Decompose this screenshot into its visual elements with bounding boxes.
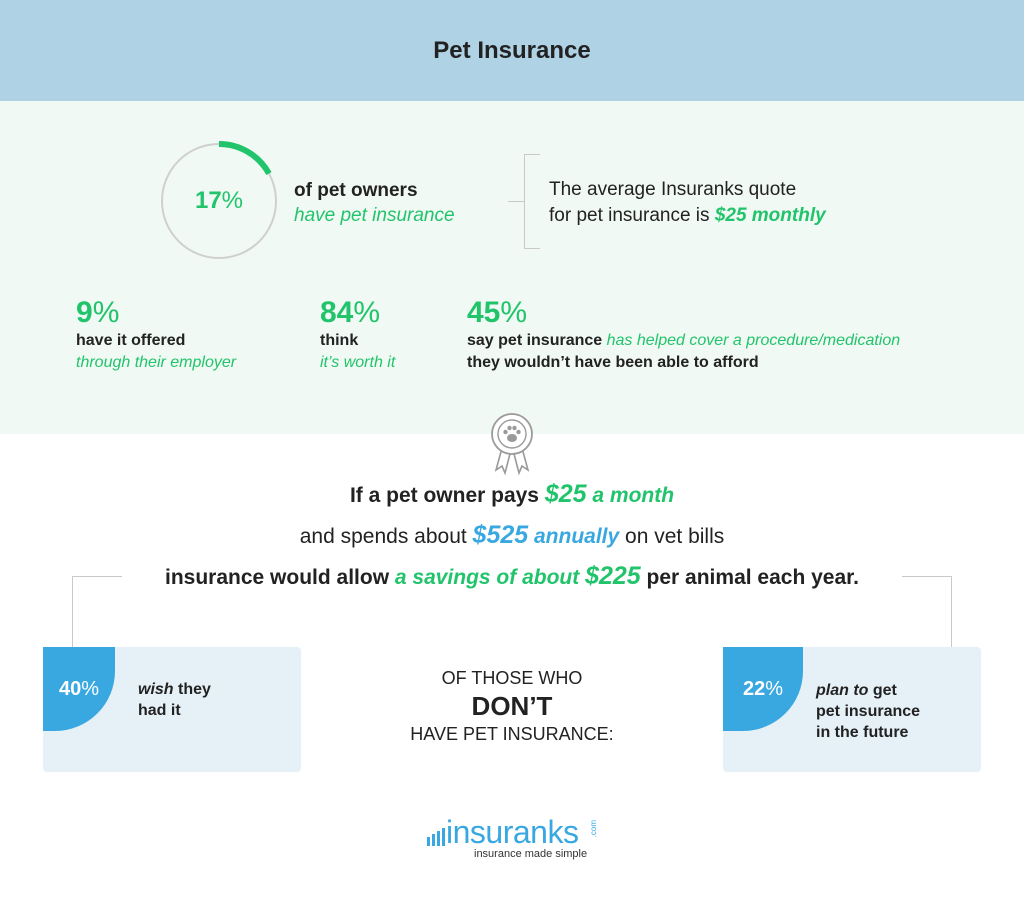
scenario-line1-amount: $25: [544, 480, 587, 508]
scenario-line3-amount: $225: [585, 562, 641, 590]
stat-employer: 9% have it offered through their employe…: [76, 296, 236, 374]
page-title: Pet Insurance: [433, 36, 591, 64]
stat-subtext: it’s worth it: [320, 354, 396, 371]
card-plan-line1: plan to get: [816, 680, 920, 701]
owners-line1: of pet owners: [294, 180, 418, 201]
card-plan-line2: pet insurance: [816, 703, 921, 720]
stat-text: say pet insurance has helped cover a pro…: [467, 330, 900, 352]
badge-percent: %: [765, 677, 784, 700]
right-connector-h: [902, 576, 952, 577]
bracket-top: [524, 154, 540, 155]
scenario-line3: insurance would allow a savings of about…: [0, 562, 1024, 591]
donut-percent: %: [221, 187, 244, 214]
donut-value: 17%: [159, 141, 279, 261]
logo-bars-icon: [427, 828, 445, 846]
stat-subtext: through their employer: [76, 354, 237, 371]
card-wish-line1: wish they: [138, 679, 211, 700]
stat-value: 9%: [76, 296, 236, 330]
right-connector-v: [951, 576, 952, 648]
stat-text: have it offered: [76, 332, 186, 349]
owners-text: of pet owners have pet insurance: [294, 178, 455, 228]
stat-percent: %: [353, 296, 381, 329]
stat-text-highlight: has helped cover a procedure/medication: [606, 332, 901, 349]
badge-number: 40: [58, 677, 82, 700]
quote-text: The average Insuranks quote for pet insu…: [549, 177, 826, 229]
quote-line2: for pet insurance is $25 monthly: [549, 203, 826, 229]
stat-value: 84%: [320, 296, 395, 330]
badge-number: 22: [742, 677, 766, 700]
stat-value: 45%: [467, 296, 900, 330]
stat-procedure: 45% say pet insurance has helped cover a…: [467, 296, 900, 374]
scenario-line3-highlight: a savings of about: [394, 566, 586, 589]
card-wish-rest1: they: [173, 681, 211, 698]
dont-line2: DON’T: [471, 691, 553, 721]
stat-percent: %: [92, 296, 120, 329]
dont-have-heading: OF THOSE WHO DON’T HAVE PET INSURANCE:: [380, 666, 644, 746]
scenario-line2-amount: $525: [472, 521, 529, 549]
stat-number: 9: [76, 296, 93, 329]
stat-number: 84: [320, 296, 354, 329]
logo-tagline: insurance made simple: [474, 848, 588, 860]
donut-number: 17: [194, 187, 222, 214]
donut-arc: [218, 141, 272, 176]
card-plan-em: plan to: [816, 682, 869, 699]
header-bar: Pet Insurance: [0, 0, 1024, 101]
scenario-line3-suffix: per animal each year.: [640, 566, 859, 589]
stat-number: 45: [467, 296, 501, 329]
stat-text: think: [320, 332, 359, 349]
scenario-line3-prefix: insurance would allow: [165, 566, 395, 589]
badge-percent: %: [81, 677, 100, 700]
left-connector-h: [72, 576, 122, 577]
stat-text-prefix: say pet insurance: [467, 332, 607, 349]
bracket-vertical: [524, 154, 525, 249]
insuranks-logo[interactable]: insuranks .com insurance made simple: [426, 814, 606, 864]
scenario-line2-mid: annually: [528, 525, 620, 548]
quote-line2-prefix: for pet insurance is: [549, 205, 715, 226]
quote-line1: The average Insuranks quote: [549, 179, 797, 200]
card-wish-line2: had it: [138, 702, 181, 719]
scenario-line2-suffix: on vet bills: [619, 525, 725, 548]
scenario-line1: If a pet owner pays $25 a month: [0, 480, 1024, 509]
owners-line2: have pet insurance: [294, 205, 455, 226]
bracket-connector: [508, 201, 524, 202]
stat-text-line2: they wouldn’t have been able to afford: [467, 354, 759, 371]
card-wish-text: wish they had it: [138, 679, 211, 721]
scenario-line2-prefix: and spends about: [299, 525, 473, 548]
card-plan-line3: in the future: [816, 724, 909, 741]
logo-com: .com: [589, 820, 598, 838]
dont-line3: HAVE PET INSURANCE:: [410, 724, 614, 744]
card-wish-em: wish: [138, 681, 174, 698]
dont-line1: OF THOSE WHO: [441, 668, 583, 688]
left-connector-v: [72, 576, 73, 648]
bracket-bottom: [524, 248, 540, 249]
stats-band: [0, 101, 1024, 434]
quote-amount: $25 monthly: [714, 205, 826, 226]
donut-chart: [161, 141, 277, 259]
stat-worth-it: 84% think it’s worth it: [320, 296, 395, 374]
award-ribbon-paw-icon: [491, 413, 533, 476]
logo-wordmark: insuranks: [446, 814, 579, 850]
stat-percent: %: [500, 296, 528, 329]
scenario-line1-prefix: If a pet owner pays: [349, 484, 545, 507]
card-plan-rest1: get: [868, 682, 897, 699]
scenario-line2: and spends about $525 annually on vet bi…: [0, 521, 1024, 550]
scenario-line1-suffix: a month: [586, 484, 675, 507]
card-plan-text: plan to get pet insurance in the future: [816, 680, 920, 743]
